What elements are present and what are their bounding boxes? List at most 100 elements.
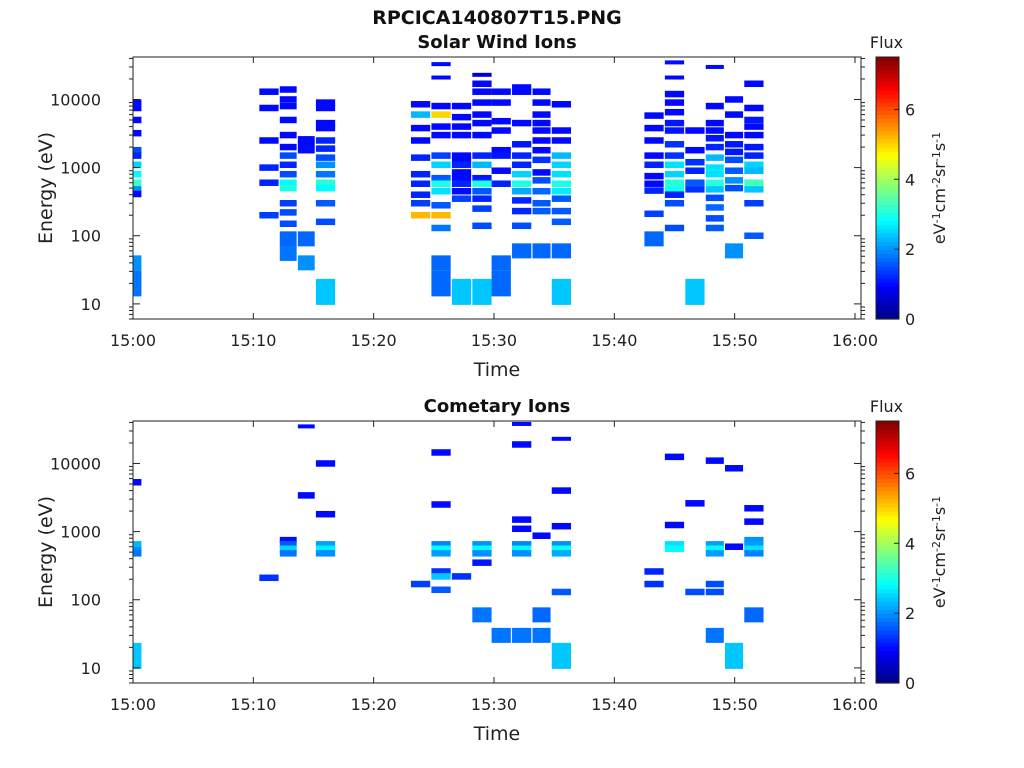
heatmap-cell — [664, 161, 685, 169]
colorbar-swatch — [876, 642, 899, 647]
x-axis-label: Time — [473, 723, 521, 745]
heatmap-cell — [705, 170, 724, 178]
heatmap-cell — [664, 179, 685, 186]
colorbar-swatch — [876, 200, 899, 205]
heatmap-cell — [431, 501, 451, 508]
colorbar-swatch — [876, 474, 899, 479]
heatmap-cell — [297, 255, 315, 271]
colorbar-swatch — [876, 171, 899, 177]
heatmap-cell — [532, 199, 551, 207]
colorbar-swatch — [876, 461, 899, 467]
heatmap-cell — [451, 278, 472, 305]
heatmap-cell — [705, 143, 724, 151]
heatmap-cell — [725, 243, 744, 259]
heatmap-cell — [744, 116, 764, 124]
heatmap-cell — [532, 187, 551, 195]
colorbar-swatch — [876, 175, 899, 181]
heatmap-cell — [315, 550, 336, 557]
heatmap-cell — [725, 111, 744, 118]
colorbar-swatch — [876, 65, 899, 70]
colorbar-swatch — [876, 576, 899, 582]
heatmap-cell — [451, 156, 472, 164]
heatmap-cell — [664, 75, 685, 80]
heatmap-cell — [491, 127, 511, 134]
heatmap-cell — [725, 141, 744, 148]
colorbar-swatch — [876, 572, 899, 578]
heatmap-cell — [685, 127, 705, 134]
colorbar-swatch — [876, 110, 899, 115]
heatmap-cell — [744, 232, 764, 239]
colorbar-swatch — [876, 294, 899, 300]
colorbar-swatch — [876, 220, 899, 226]
heatmap-cell — [725, 148, 744, 156]
heatmap-cell — [410, 211, 431, 219]
heatmap-cell — [315, 510, 336, 518]
x-tick-label: 16:00 — [832, 695, 878, 714]
panel-cometary-ions: Cometary Ions 15:00 15:10 15:20 15:30 15:40 15… — [35, 396, 949, 745]
heatmap-cell — [431, 211, 451, 219]
heatmap-cell — [725, 131, 744, 139]
colorbar-swatch — [876, 290, 899, 296]
colorbar-tick-label: 6 — [905, 100, 915, 119]
colorbar-swatch — [876, 678, 899, 684]
heatmap-cell — [512, 161, 532, 169]
heatmap-cell — [472, 187, 492, 195]
colorbar-swatch — [876, 61, 899, 66]
colorbar-swatch — [876, 188, 899, 193]
heatmap-cell — [315, 541, 336, 548]
heatmap-cell — [315, 124, 336, 132]
colorbar-swatch — [876, 269, 899, 275]
heatmap-cell — [133, 190, 142, 198]
y-tick-label: 10000 — [50, 454, 101, 473]
colorbar-label: eV-1cm-2sr-1s-1 — [930, 132, 949, 244]
colorbar-swatch — [876, 625, 899, 631]
colorbar-swatch — [876, 302, 899, 308]
colorbar-swatch — [876, 486, 899, 492]
heatmap-cell — [705, 204, 724, 211]
colorbar-swatch — [876, 130, 899, 136]
heatmap-cell — [431, 174, 451, 182]
x-tick-label: 15:50 — [712, 695, 758, 714]
heatmap-cell — [297, 231, 315, 247]
heatmap-cell — [315, 170, 336, 178]
x-tick-label: 15:20 — [351, 695, 397, 714]
heatmap-cell — [644, 187, 664, 194]
heatmap-cell — [472, 119, 492, 127]
heatmap-cell — [705, 541, 724, 548]
colorbar-swatch — [876, 122, 899, 128]
heatmap-cell — [532, 111, 551, 118]
heatmap-cell — [451, 180, 472, 187]
colorbar-swatch — [876, 249, 899, 255]
heatmap-cell — [472, 559, 492, 566]
heatmap-cell — [705, 215, 724, 222]
colorbar-swatch — [876, 134, 899, 140]
x-tick-label: 16:00 — [832, 331, 878, 350]
heatmap-cell — [551, 180, 572, 187]
heatmap-cell — [644, 124, 664, 132]
heatmap-cell — [744, 104, 764, 112]
heatmap-cell — [431, 541, 451, 548]
heatmap-cell — [431, 270, 451, 297]
heatmap-cell — [705, 588, 724, 596]
colorbar-tick-label: 2 — [905, 240, 915, 259]
colorbar-swatch — [876, 584, 899, 590]
heatmap-cell — [133, 550, 142, 557]
heatmap-cell — [431, 180, 451, 187]
heatmap-cell — [725, 465, 744, 472]
colorbar-swatch — [876, 580, 899, 586]
heatmap-cell — [551, 642, 572, 669]
heatmap-cell — [491, 88, 511, 95]
heatmap-cell — [532, 627, 551, 643]
x-tick-label: 15:20 — [351, 331, 397, 350]
colorbar-title: Flux — [870, 33, 903, 52]
heatmap-cells — [133, 60, 764, 305]
colorbar-swatch — [876, 425, 899, 430]
heatmap-cell — [551, 127, 572, 134]
heatmap-cell — [512, 421, 532, 426]
colorbar-swatch — [876, 179, 899, 185]
heatmap-cell — [259, 211, 279, 219]
colorbar-swatch — [876, 654, 899, 660]
colorbar-swatch — [876, 167, 899, 173]
heatmap-cell — [512, 88, 532, 95]
heatmap-cell — [532, 243, 551, 259]
